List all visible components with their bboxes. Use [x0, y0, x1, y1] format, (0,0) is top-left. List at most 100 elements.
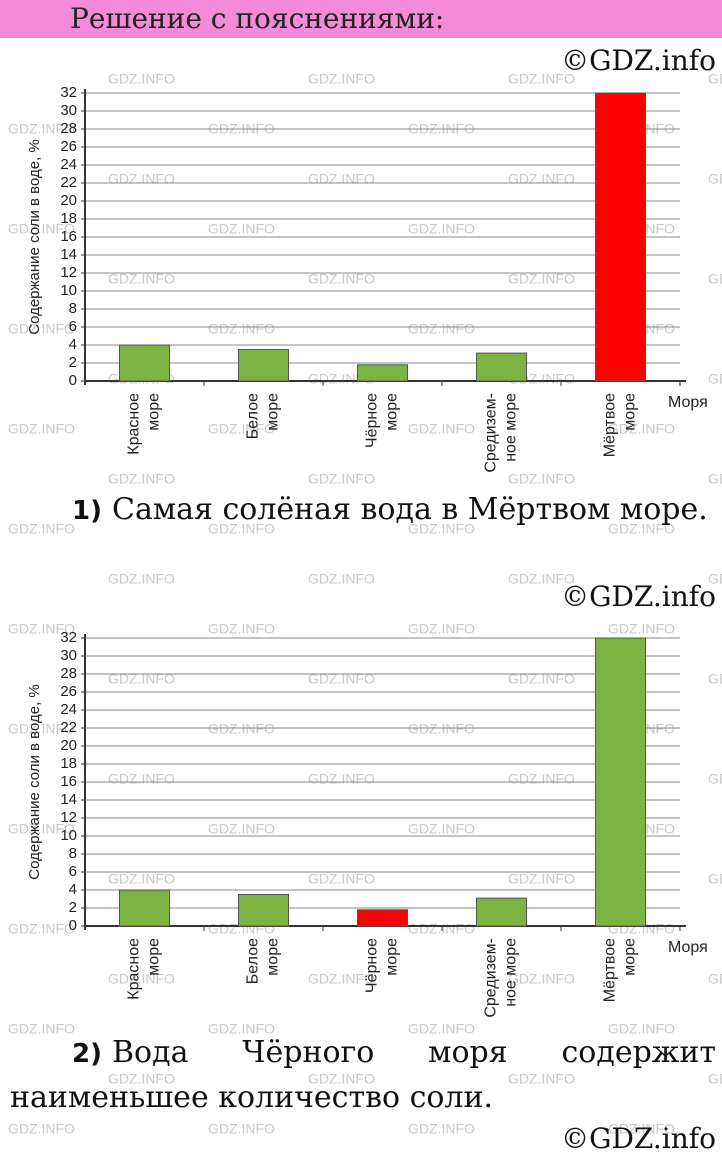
watermark: GDZ.INFO: [408, 921, 475, 937]
watermark: GDZ.INFO: [208, 421, 275, 437]
y-tick-label: 4: [69, 336, 77, 353]
y-axis-label: Содержание соли в воде, %: [26, 139, 43, 335]
y-tick-label: 22: [60, 719, 77, 736]
watermark: GDZ.INFO: [708, 771, 722, 787]
x-tick-label: Мёртвое: [602, 393, 619, 457]
watermark: GDZ.INFO: [108, 471, 175, 487]
watermark: GDZ.INFO: [508, 571, 575, 587]
y-tick-label: 20: [60, 192, 77, 209]
header: Решение с пояснениями:: [0, 0, 722, 38]
watermark: GDZ.INFO: [608, 421, 675, 437]
watermark: GDZ.INFO: [608, 521, 675, 537]
watermark: GDZ.INFO: [708, 571, 722, 587]
y-tick-label: 14: [60, 246, 77, 263]
x-tick-label: Средизем-: [483, 393, 500, 473]
category-label: Мёртвое море: [602, 938, 639, 1002]
answer: 2) Вода Чёрного моря содержит наименьшее …: [10, 1031, 716, 1120]
watermark: GDZ.INFO: [208, 521, 275, 537]
watermark: GDZ.INFO: [308, 171, 375, 187]
watermark: GDZ.INFO: [308, 571, 375, 587]
watermark: GDZ.INFO: [708, 371, 722, 387]
watermark: GDZ.INFO: [208, 721, 275, 737]
watermark: GDZ.INFO: [108, 571, 175, 587]
watermark: GDZ.INFO: [208, 321, 275, 337]
watermark: GDZ.INFO: [608, 621, 675, 637]
y-tick-label: 4: [69, 881, 77, 898]
watermark: GDZ.INFO: [708, 471, 722, 487]
x-tick-label: Чёрное: [364, 938, 381, 993]
x-tick-label: Средизем-: [483, 938, 500, 1018]
watermark: GDZ.INFO: [8, 521, 75, 537]
x-tick-label: море: [384, 393, 401, 431]
y-tick-label: 28: [60, 120, 77, 137]
watermark: GDZ.INFO: [408, 821, 475, 837]
watermark: GDZ.INFO: [108, 671, 175, 687]
watermark: GDZ.INFO: [408, 721, 475, 737]
y-tick-label: 14: [60, 791, 77, 808]
bar: [119, 344, 170, 382]
y-tick-label: 30: [60, 647, 77, 664]
x-tick-label: ное море: [503, 393, 520, 462]
watermark: GDZ.INFO: [708, 171, 722, 187]
watermark: GDZ.INFO: [408, 321, 475, 337]
watermark: GDZ.INFO: [208, 821, 275, 837]
y-tick-label: 24: [60, 156, 77, 173]
bar: [476, 897, 527, 927]
watermark: GDZ.INFO: [408, 1121, 475, 1137]
copyright: ©GDZ.info: [561, 580, 716, 613]
y-tick-label: 26: [60, 683, 77, 700]
watermark: GDZ.INFO: [408, 421, 475, 437]
x-tick-label: море: [622, 393, 639, 431]
y-tick-label: 2: [69, 899, 77, 916]
watermark: GDZ.INFO: [8, 121, 75, 137]
y-tick-label: 24: [60, 701, 77, 718]
category-label: Белое море: [245, 393, 282, 439]
bar: [357, 364, 408, 382]
x-tick-label: море: [146, 393, 163, 431]
bar: [238, 894, 289, 927]
watermark: GDZ.INFO: [408, 521, 475, 537]
watermark: GDZ.INFO: [708, 971, 722, 987]
watermark: GDZ.INFO: [508, 471, 575, 487]
watermark: GDZ.INFO: [108, 971, 175, 987]
watermark: GDZ.INFO: [8, 421, 75, 437]
watermark: GDZ.INFO: [8, 821, 75, 837]
x-tick-label: Мёртвое: [602, 938, 619, 1002]
y-tick-label: 2: [69, 354, 77, 371]
answer: 1) Самая солёная вода в Мёртвом море.: [10, 488, 716, 533]
watermark: GDZ.INFO: [508, 1071, 575, 1087]
watermark: GDZ.INFO: [308, 871, 375, 887]
watermark: GDZ.INFO: [108, 71, 175, 87]
watermark: GDZ.INFO: [208, 621, 275, 637]
x-tick-label: Чёрное: [364, 393, 381, 448]
watermark: GDZ.INFO: [508, 171, 575, 187]
watermark: GDZ.INFO: [408, 1021, 475, 1037]
category-label: Белое море: [245, 938, 282, 984]
watermark: GDZ.INFO: [508, 71, 575, 87]
y-tick-label: 28: [60, 665, 77, 682]
x-tick-label: Красное: [126, 393, 143, 455]
watermark: GDZ.INFO: [108, 771, 175, 787]
watermark: GDZ.INFO: [8, 221, 75, 237]
y-tick-label: 30: [60, 102, 77, 119]
watermark: GDZ.INFO: [308, 971, 375, 987]
bar: [119, 889, 170, 927]
y-tick-label: 10: [60, 282, 77, 299]
category-label: Чёрное море: [364, 393, 401, 448]
y-tick-label: 18: [60, 755, 77, 772]
y-tick-label: 16: [60, 228, 77, 245]
y-tick-label: 8: [69, 845, 77, 862]
y-tick-label: 22: [60, 174, 77, 191]
watermark: GDZ.INFO: [308, 671, 375, 687]
y-tick-label: 0: [69, 917, 77, 934]
category-label: Мёртвое море: [602, 393, 639, 457]
watermark: GDZ.INFO: [708, 71, 722, 87]
answer-number: 2): [72, 1039, 102, 1069]
category-label: Средизем-ное море: [483, 938, 520, 1018]
watermark: GDZ.INFO: [108, 271, 175, 287]
x-tick-label: Белое: [245, 938, 262, 984]
answer-number: 1): [72, 496, 102, 526]
x-tick-label: море: [265, 938, 282, 976]
